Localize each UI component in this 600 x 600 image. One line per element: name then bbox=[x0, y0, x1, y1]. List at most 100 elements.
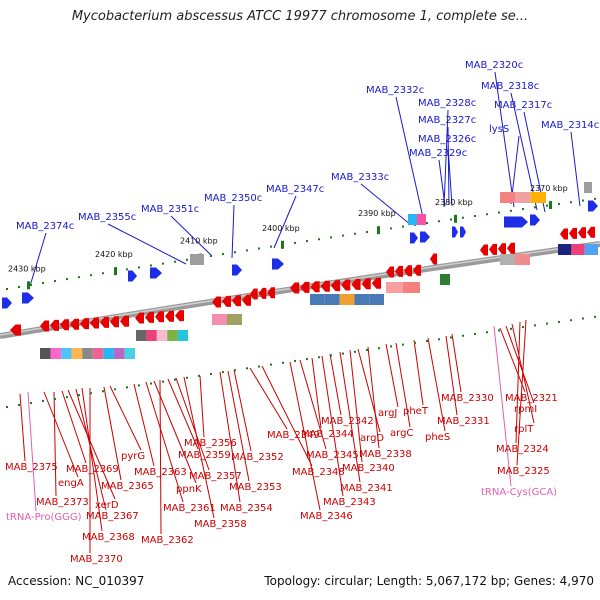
reverse-gene-arrow[interactable] bbox=[10, 324, 21, 336]
reverse-gene-label[interactable]: MAB_2356 bbox=[184, 438, 237, 449]
reverse-gene-arrow[interactable] bbox=[395, 265, 403, 277]
reverse-gene-label[interactable]: MAB_2331 bbox=[437, 416, 490, 427]
reverse-gene-arrow[interactable] bbox=[155, 311, 164, 323]
reverse-gene-arrow[interactable] bbox=[498, 243, 506, 255]
reverse-gene-arrow[interactable] bbox=[110, 316, 119, 328]
rna-gene-label[interactable]: tRNA-Cys(GCA) bbox=[481, 487, 557, 498]
forward-gene-label[interactable]: MAB_2333c bbox=[331, 172, 389, 183]
reverse-gene-label[interactable]: MAB_2343 bbox=[323, 497, 376, 508]
reverse-gene-label[interactable]: argJ bbox=[378, 408, 397, 419]
reverse-gene-label[interactable]: argD bbox=[360, 433, 384, 444]
reverse-gene-label[interactable]: MAB_2340 bbox=[342, 463, 395, 474]
forward-gene-label[interactable]: MAB_2351c bbox=[141, 204, 199, 215]
reverse-gene-label[interactable]: MAB_2368 bbox=[82, 532, 135, 543]
reverse-gene-label[interactable]: rplT bbox=[514, 424, 534, 435]
forward-gene-arrow[interactable] bbox=[530, 214, 540, 226]
reverse-gene-arrow[interactable] bbox=[222, 295, 231, 307]
reverse-gene-arrow[interactable] bbox=[430, 253, 437, 265]
reverse-gene-label[interactable]: argC bbox=[390, 428, 413, 439]
reverse-gene-label[interactable]: MAB_2324 bbox=[496, 444, 549, 455]
forward-gene-arrow[interactable] bbox=[22, 292, 34, 304]
forward-gene-arrow[interactable] bbox=[150, 267, 162, 279]
reverse-gene-arrow[interactable] bbox=[60, 319, 69, 331]
reverse-gene-label[interactable]: MAB_2346 bbox=[300, 511, 353, 522]
reverse-gene-label[interactable]: MAB_2370 bbox=[70, 554, 123, 565]
reverse-gene-arrow[interactable] bbox=[212, 296, 221, 308]
forward-gene-arrow[interactable] bbox=[420, 231, 430, 243]
forward-gene-arrow[interactable] bbox=[232, 264, 242, 276]
reverse-gene-arrow[interactable] bbox=[480, 244, 488, 256]
reverse-gene-label[interactable]: MAB_2365 bbox=[101, 481, 154, 492]
reverse-gene-arrow[interactable] bbox=[290, 282, 300, 294]
reverse-gene-arrow[interactable] bbox=[587, 226, 595, 238]
reverse-gene-arrow[interactable] bbox=[100, 316, 109, 328]
forward-gene-label[interactable]: MAB_2317c bbox=[494, 100, 552, 111]
reverse-gene-label[interactable]: MAB_2345 bbox=[306, 450, 359, 461]
reverse-gene-label[interactable]: engA bbox=[58, 478, 84, 489]
forward-gene-arrow[interactable] bbox=[410, 232, 418, 244]
forward-gene-label[interactable]: lysS bbox=[489, 124, 509, 135]
forward-gene-arrow[interactable] bbox=[128, 270, 137, 282]
reverse-gene-label[interactable]: MAB_2330 bbox=[441, 393, 494, 404]
reverse-gene-label[interactable]: MAB_2363 bbox=[134, 467, 187, 478]
reverse-gene-arrow[interactable] bbox=[50, 319, 59, 331]
reverse-gene-arrow[interactable] bbox=[578, 227, 586, 239]
reverse-gene-arrow[interactable] bbox=[250, 288, 258, 300]
reverse-gene-label[interactable]: xerD bbox=[95, 500, 119, 511]
reverse-gene-arrow[interactable] bbox=[40, 320, 49, 332]
forward-gene-arrow[interactable] bbox=[2, 297, 12, 309]
reverse-gene-label[interactable]: MAB_2325 bbox=[497, 466, 550, 477]
reverse-gene-arrow[interactable] bbox=[361, 278, 371, 290]
forward-gene-label[interactable]: MAB_2347c bbox=[266, 184, 324, 195]
reverse-gene-label[interactable]: MAB_2344 bbox=[301, 429, 354, 440]
reverse-gene-arrow[interactable] bbox=[341, 279, 351, 291]
reverse-gene-label[interactable]: MAB_2354 bbox=[220, 503, 273, 514]
forward-gene-label[interactable]: MAB_2332c bbox=[366, 85, 424, 96]
reverse-gene-arrow[interactable] bbox=[351, 278, 361, 290]
reverse-gene-arrow[interactable] bbox=[267, 287, 275, 299]
reverse-gene-arrow[interactable] bbox=[310, 281, 320, 293]
forward-gene-label[interactable]: MAB_2355c bbox=[78, 212, 136, 223]
reverse-gene-arrow[interactable] bbox=[560, 228, 568, 240]
forward-gene-label[interactable]: MAB_2327c bbox=[418, 115, 476, 126]
reverse-gene-label[interactable]: MAB_2359 bbox=[178, 450, 231, 461]
forward-gene-arrow[interactable] bbox=[272, 258, 284, 270]
forward-gene-label[interactable]: MAB_2326c bbox=[418, 134, 476, 145]
reverse-gene-arrow[interactable] bbox=[489, 243, 497, 255]
reverse-gene-label[interactable]: MAB_2357 bbox=[189, 471, 242, 482]
reverse-gene-arrow[interactable] bbox=[371, 277, 381, 289]
reverse-gene-arrow[interactable] bbox=[330, 280, 341, 292]
reverse-gene-arrow[interactable] bbox=[120, 315, 129, 327]
reverse-gene-arrow[interactable] bbox=[165, 310, 174, 322]
forward-gene-arrow[interactable] bbox=[504, 216, 528, 228]
forward-gene-label[interactable]: MAB_2374c bbox=[16, 221, 74, 232]
reverse-gene-label[interactable]: MAB_2352 bbox=[231, 452, 284, 463]
reverse-gene-arrow[interactable] bbox=[404, 265, 412, 277]
reverse-gene-label[interactable]: MAB_2373 bbox=[36, 497, 89, 508]
reverse-gene-label[interactable]: MAB_2321 bbox=[505, 393, 558, 404]
forward-gene-arrow[interactable] bbox=[588, 200, 598, 212]
reverse-gene-arrow[interactable] bbox=[300, 281, 310, 293]
reverse-gene-label[interactable]: MAB_2367 bbox=[86, 511, 139, 522]
reverse-gene-label[interactable]: pyrG bbox=[121, 451, 145, 462]
reverse-gene-arrow[interactable] bbox=[569, 227, 577, 239]
forward-gene-label[interactable]: MAB_2318c bbox=[481, 81, 539, 92]
reverse-gene-arrow[interactable] bbox=[320, 280, 330, 292]
reverse-gene-arrow[interactable] bbox=[232, 295, 241, 307]
reverse-gene-arrow[interactable] bbox=[145, 311, 154, 323]
reverse-gene-label[interactable]: pheT bbox=[403, 406, 429, 417]
forward-gene-label[interactable]: MAB_2314c bbox=[541, 120, 599, 131]
forward-gene-label[interactable]: MAB_2329c bbox=[409, 148, 467, 159]
reverse-gene-arrow[interactable] bbox=[90, 317, 99, 329]
reverse-gene-label[interactable]: MAB_2338 bbox=[359, 449, 412, 460]
reverse-gene-arrow[interactable] bbox=[70, 318, 79, 330]
reverse-gene-label[interactable]: ppnK bbox=[176, 484, 202, 495]
reverse-gene-arrow[interactable] bbox=[135, 312, 144, 324]
reverse-gene-arrow[interactable] bbox=[242, 294, 251, 306]
reverse-gene-arrow[interactable] bbox=[175, 310, 184, 322]
reverse-gene-label[interactable]: rpmI bbox=[514, 404, 537, 415]
reverse-gene-arrow[interactable] bbox=[413, 264, 421, 276]
reverse-gene-label[interactable]: MAB_2358 bbox=[194, 519, 247, 530]
reverse-gene-label[interactable]: MAB_2349 bbox=[267, 430, 320, 441]
